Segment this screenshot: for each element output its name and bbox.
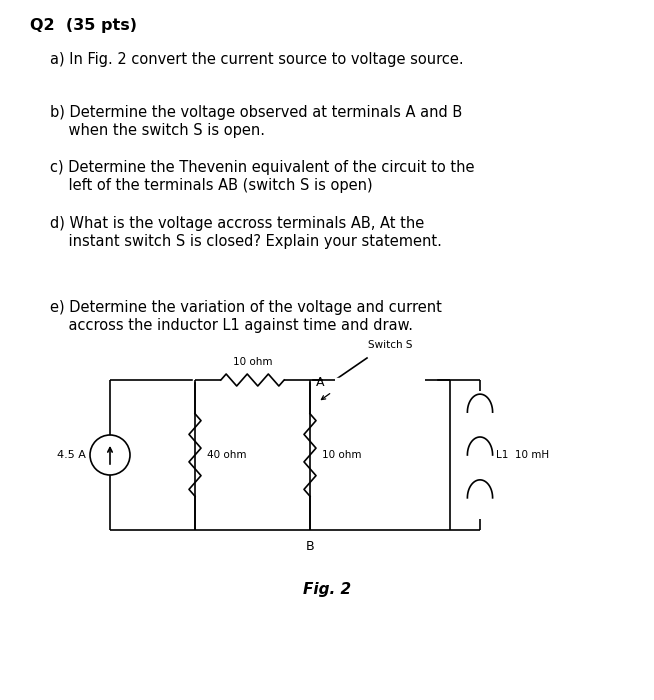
Text: Fig. 2: Fig. 2 [303,582,351,597]
Text: Switch S: Switch S [368,340,412,350]
Text: 40 ohm: 40 ohm [207,450,247,460]
Text: A: A [316,376,324,389]
Text: when the switch S is open.: when the switch S is open. [50,123,265,138]
Text: accross the inductor L1 against time and draw.: accross the inductor L1 against time and… [50,318,413,333]
Text: left of the terminals AB (switch S is open): left of the terminals AB (switch S is op… [50,178,373,193]
Text: 10 ohm: 10 ohm [233,357,272,367]
Text: Q2  (35 pts): Q2 (35 pts) [30,18,137,33]
Text: B: B [305,540,315,553]
Text: b) Determine the voltage observed at terminals A and B: b) Determine the voltage observed at ter… [50,105,462,120]
Text: a) In Fig. 2 convert the current source to voltage source.: a) In Fig. 2 convert the current source … [50,52,464,67]
Text: 4.5 A: 4.5 A [57,450,86,460]
Text: 10 ohm: 10 ohm [322,450,362,460]
Text: c) Determine the Thevenin equivalent of the circuit to the: c) Determine the Thevenin equivalent of … [50,160,475,175]
Text: instant switch S is closed? Explain your statement.: instant switch S is closed? Explain your… [50,234,442,249]
Text: d) What is the voltage accross terminals AB, At the: d) What is the voltage accross terminals… [50,216,424,231]
Text: L1  10 mH: L1 10 mH [496,450,549,460]
Text: e) Determine the variation of the voltage and current: e) Determine the variation of the voltag… [50,300,442,315]
